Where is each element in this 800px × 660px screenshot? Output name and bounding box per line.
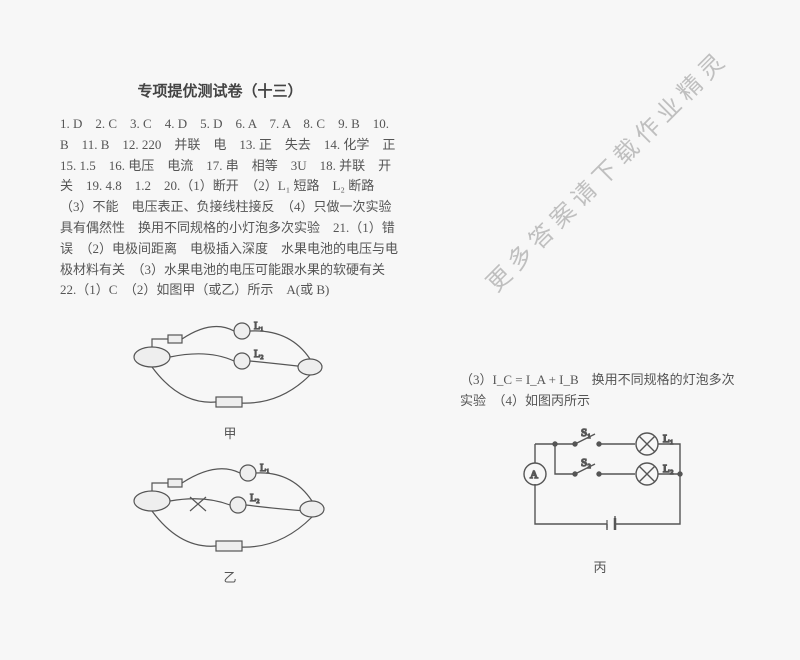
page: 专项提优测试卷（十三） 1. D 2. C 3. C 4. D 5. D 6. … bbox=[60, 80, 740, 588]
figure-bing-label: 丙 bbox=[460, 558, 740, 579]
left-column: 专项提优测试卷（十三） 1. D 2. C 3. C 4. D 5. D 6. … bbox=[60, 80, 400, 588]
svg-text:L₂: L₂ bbox=[254, 349, 264, 360]
svg-text:A: A bbox=[530, 469, 538, 481]
svg-text:S₂: S₂ bbox=[581, 457, 591, 469]
figure-bing: S₁ L₁ A bbox=[460, 424, 740, 580]
svg-text:L₂: L₂ bbox=[250, 493, 260, 504]
q22-part3-4: （3）I_C = I_A + I_B 换用不同规格的灯泡多次实验 （4）如图丙所… bbox=[460, 370, 740, 412]
figure-yi-label: 乙 bbox=[60, 568, 400, 589]
answers-block: 1. D 2. C 3. C 4. D 5. D 6. A 7. A 8. C … bbox=[60, 114, 400, 301]
svg-text:L₂: L₂ bbox=[663, 463, 674, 475]
svg-text:L₁: L₁ bbox=[663, 433, 674, 445]
right-column: （3）I_C = I_A + I_B 换用不同规格的灯泡多次实验 （4）如图丙所… bbox=[460, 370, 740, 579]
figure-jia: L₁ L₂ 甲 bbox=[60, 309, 400, 445]
figure-jia-label: 甲 bbox=[60, 424, 400, 445]
svg-text:S₁: S₁ bbox=[581, 427, 591, 439]
figure-yi: L₁ L₂ 乙 bbox=[60, 453, 400, 589]
section-title: 专项提优测试卷（十三） bbox=[60, 80, 380, 104]
